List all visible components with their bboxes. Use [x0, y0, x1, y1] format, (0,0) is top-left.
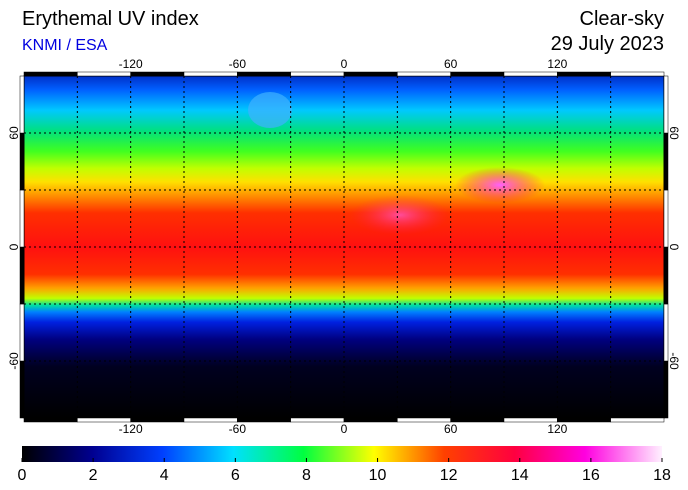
x-tick-label: 60	[444, 57, 458, 71]
colorbar	[22, 446, 662, 462]
frame-bar	[450, 71, 505, 77]
source: KNMI / ESA	[22, 37, 108, 54]
frame-bar	[503, 71, 558, 77]
frame-bar	[397, 71, 451, 77]
x-tick-label: 60	[444, 422, 458, 436]
frame-bar	[663, 132, 669, 191]
frame-bar	[343, 417, 398, 423]
colorbar-label: 0	[18, 467, 27, 484]
frame-bar	[19, 132, 25, 191]
x-tick-label: 120	[547, 422, 567, 436]
colorbar-label: 10	[369, 467, 387, 484]
colorbar-label: 8	[302, 467, 311, 484]
frame-bar	[610, 417, 665, 423]
frame-bar	[610, 71, 665, 77]
x-tick-label: -60	[229, 422, 247, 436]
frame-bar	[290, 71, 345, 77]
frame-bar	[237, 71, 291, 77]
frame-bar	[343, 71, 398, 77]
frame-bar	[663, 189, 669, 248]
y-tick-label: 60	[7, 126, 21, 140]
condition: Clear-sky	[580, 8, 664, 30]
frame-bar	[130, 71, 185, 77]
y-tick-label: 0	[7, 243, 21, 250]
greenland	[248, 92, 292, 128]
uv-high-region	[350, 195, 450, 235]
y-tick-label: 0	[667, 244, 681, 251]
colorbar-label: 18	[653, 467, 671, 484]
x-tick-label: 0	[341, 422, 348, 436]
frame-bar	[19, 75, 25, 134]
colorbar-label: 2	[89, 467, 98, 484]
frame-bar	[19, 189, 25, 248]
y-tick-label: -60	[7, 352, 21, 370]
frame-bar	[557, 71, 611, 77]
colorbar-label: 14	[511, 467, 529, 484]
colorbar-label: 4	[160, 467, 169, 484]
title: Erythemal UV index	[22, 8, 199, 30]
x-tick-label: 120	[547, 57, 567, 71]
colorbar-label: 6	[231, 467, 240, 484]
y-tick-label: 60	[667, 126, 681, 140]
x-tick-label: -60	[229, 57, 247, 71]
x-tick-label: 0	[341, 57, 348, 71]
date: 29 July 2023	[551, 33, 664, 55]
frame-bar	[23, 71, 78, 77]
frame-bar	[397, 417, 451, 423]
frame-bar	[450, 417, 505, 423]
y-tick-label: -60	[667, 352, 681, 370]
colorbar-label: 16	[582, 467, 600, 484]
frame-bar	[77, 71, 131, 77]
frame-bar	[663, 246, 669, 305]
x-tick-label: -120	[119, 422, 143, 436]
frame-bar	[663, 75, 669, 134]
frame-bar	[183, 71, 238, 77]
frame-bar	[290, 417, 345, 423]
uv-high-region	[455, 167, 545, 203]
x-tick-label: -120	[119, 57, 143, 71]
frame-bar	[23, 417, 78, 423]
colorbar-label: 12	[440, 467, 458, 484]
frame-bar	[19, 246, 25, 305]
